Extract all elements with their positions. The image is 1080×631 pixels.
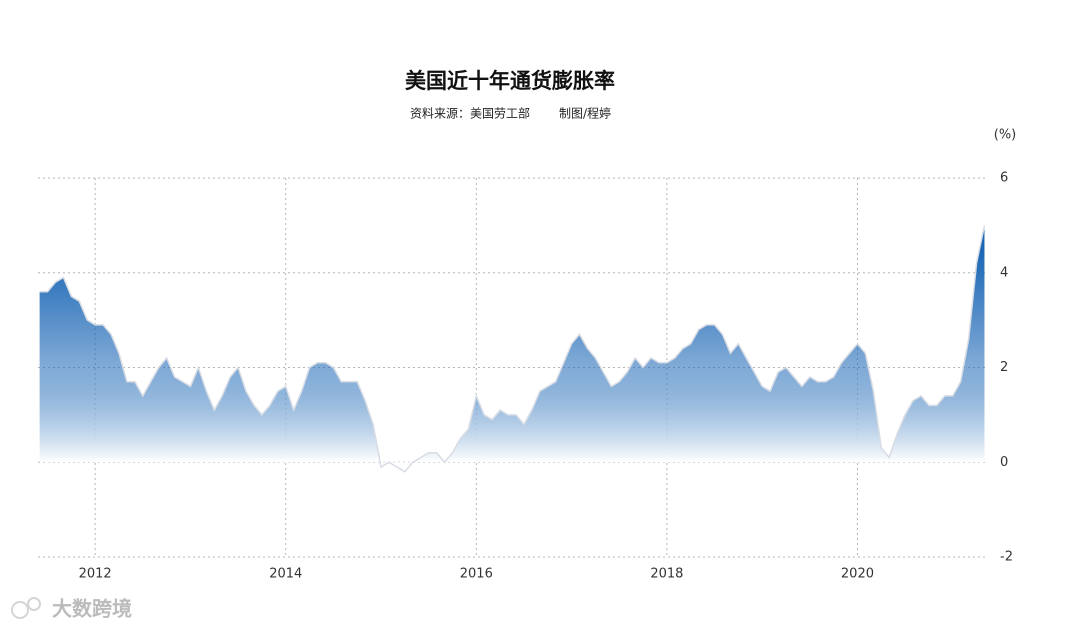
y-tick-label: 2	[1000, 360, 1008, 375]
x-tick-label: 2020	[841, 567, 874, 582]
y-tick-label: 0	[1000, 455, 1008, 470]
x-tick-label: 2014	[269, 567, 302, 582]
area	[39, 225, 985, 472]
line	[39, 225, 986, 473]
author: 制图/程婷	[559, 106, 611, 121]
x-tick-label: 2018	[650, 567, 683, 582]
chart-title: 美国近十年通货膨胀率	[405, 69, 615, 93]
source: 资料来源：美国劳工部	[410, 106, 530, 121]
x-tick-label: 2016	[460, 567, 493, 582]
x-tick-label: 2012	[79, 567, 112, 582]
watermark: 大数跨境	[52, 597, 132, 621]
y-unit: (%)	[994, 128, 1017, 143]
y-tick-label: 6	[1000, 171, 1008, 186]
y-tick-label: -2	[1000, 550, 1013, 565]
watermark-icon	[11, 597, 41, 619]
y-tick-label: 4	[1000, 265, 1008, 280]
